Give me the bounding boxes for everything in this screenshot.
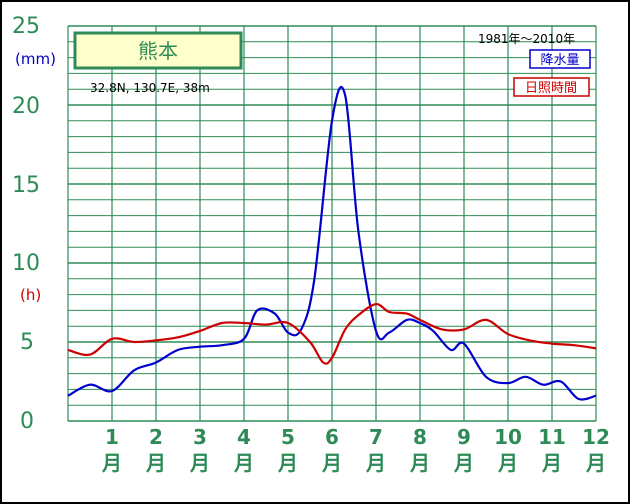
data-lines bbox=[67, 86, 597, 401]
month-number: 5 bbox=[281, 425, 295, 449]
month-number: 6 bbox=[325, 425, 339, 449]
y-unit-mm: (mm) bbox=[15, 50, 56, 68]
month-unit: 月 bbox=[233, 451, 254, 475]
location-info: 32.8N, 130.7E, 38m bbox=[90, 81, 210, 95]
y-tick-label: 20 bbox=[12, 94, 40, 119]
y-unit-h: (h) bbox=[20, 286, 41, 304]
month-unit: 月 bbox=[409, 451, 430, 475]
legend-sunshine: 日照時間 bbox=[525, 81, 577, 96]
y-tick-label: 25 bbox=[12, 14, 40, 39]
y-tick-label: 10 bbox=[12, 251, 40, 276]
month-number: 9 bbox=[457, 425, 471, 449]
month-unit: 月 bbox=[321, 451, 342, 475]
title-box: 熊本 bbox=[73, 31, 243, 70]
month-unit: 月 bbox=[277, 451, 298, 475]
month-number: 8 bbox=[413, 425, 427, 449]
month-number: 10 bbox=[494, 425, 522, 449]
month-number: 1 bbox=[105, 425, 119, 449]
precipitation-line bbox=[67, 86, 597, 401]
legend-precip: 降水量 bbox=[540, 53, 579, 68]
month-number: 12 bbox=[582, 425, 610, 449]
month-unit: 月 bbox=[541, 451, 562, 475]
month-number: 11 bbox=[538, 425, 566, 449]
y-tick-label: 5 bbox=[20, 330, 34, 355]
month-unit: 月 bbox=[497, 451, 518, 475]
chart-grid bbox=[67, 25, 597, 422]
month-number: 3 bbox=[193, 425, 207, 449]
month-unit: 月 bbox=[365, 451, 386, 475]
chart-title: 熊本 bbox=[138, 39, 178, 63]
y-tick-label: 0 bbox=[20, 409, 34, 434]
month-number: 2 bbox=[149, 425, 163, 449]
y-axis: 25 20 15 10 5 0 (mm) (h) bbox=[12, 14, 56, 434]
month-unit: 月 bbox=[585, 451, 606, 475]
sunshine-line bbox=[67, 303, 597, 365]
month-unit: 月 bbox=[453, 451, 474, 475]
month-number: 7 bbox=[369, 425, 383, 449]
month-unit: 月 bbox=[189, 451, 210, 475]
legend: 降水量 日照時間 bbox=[513, 49, 591, 97]
month-unit: 月 bbox=[145, 451, 166, 475]
month-unit: 月 bbox=[101, 451, 122, 475]
period-label: 1981年〜2010年 bbox=[478, 32, 575, 46]
month-number: 4 bbox=[237, 425, 251, 449]
y-tick-label: 15 bbox=[12, 173, 40, 198]
